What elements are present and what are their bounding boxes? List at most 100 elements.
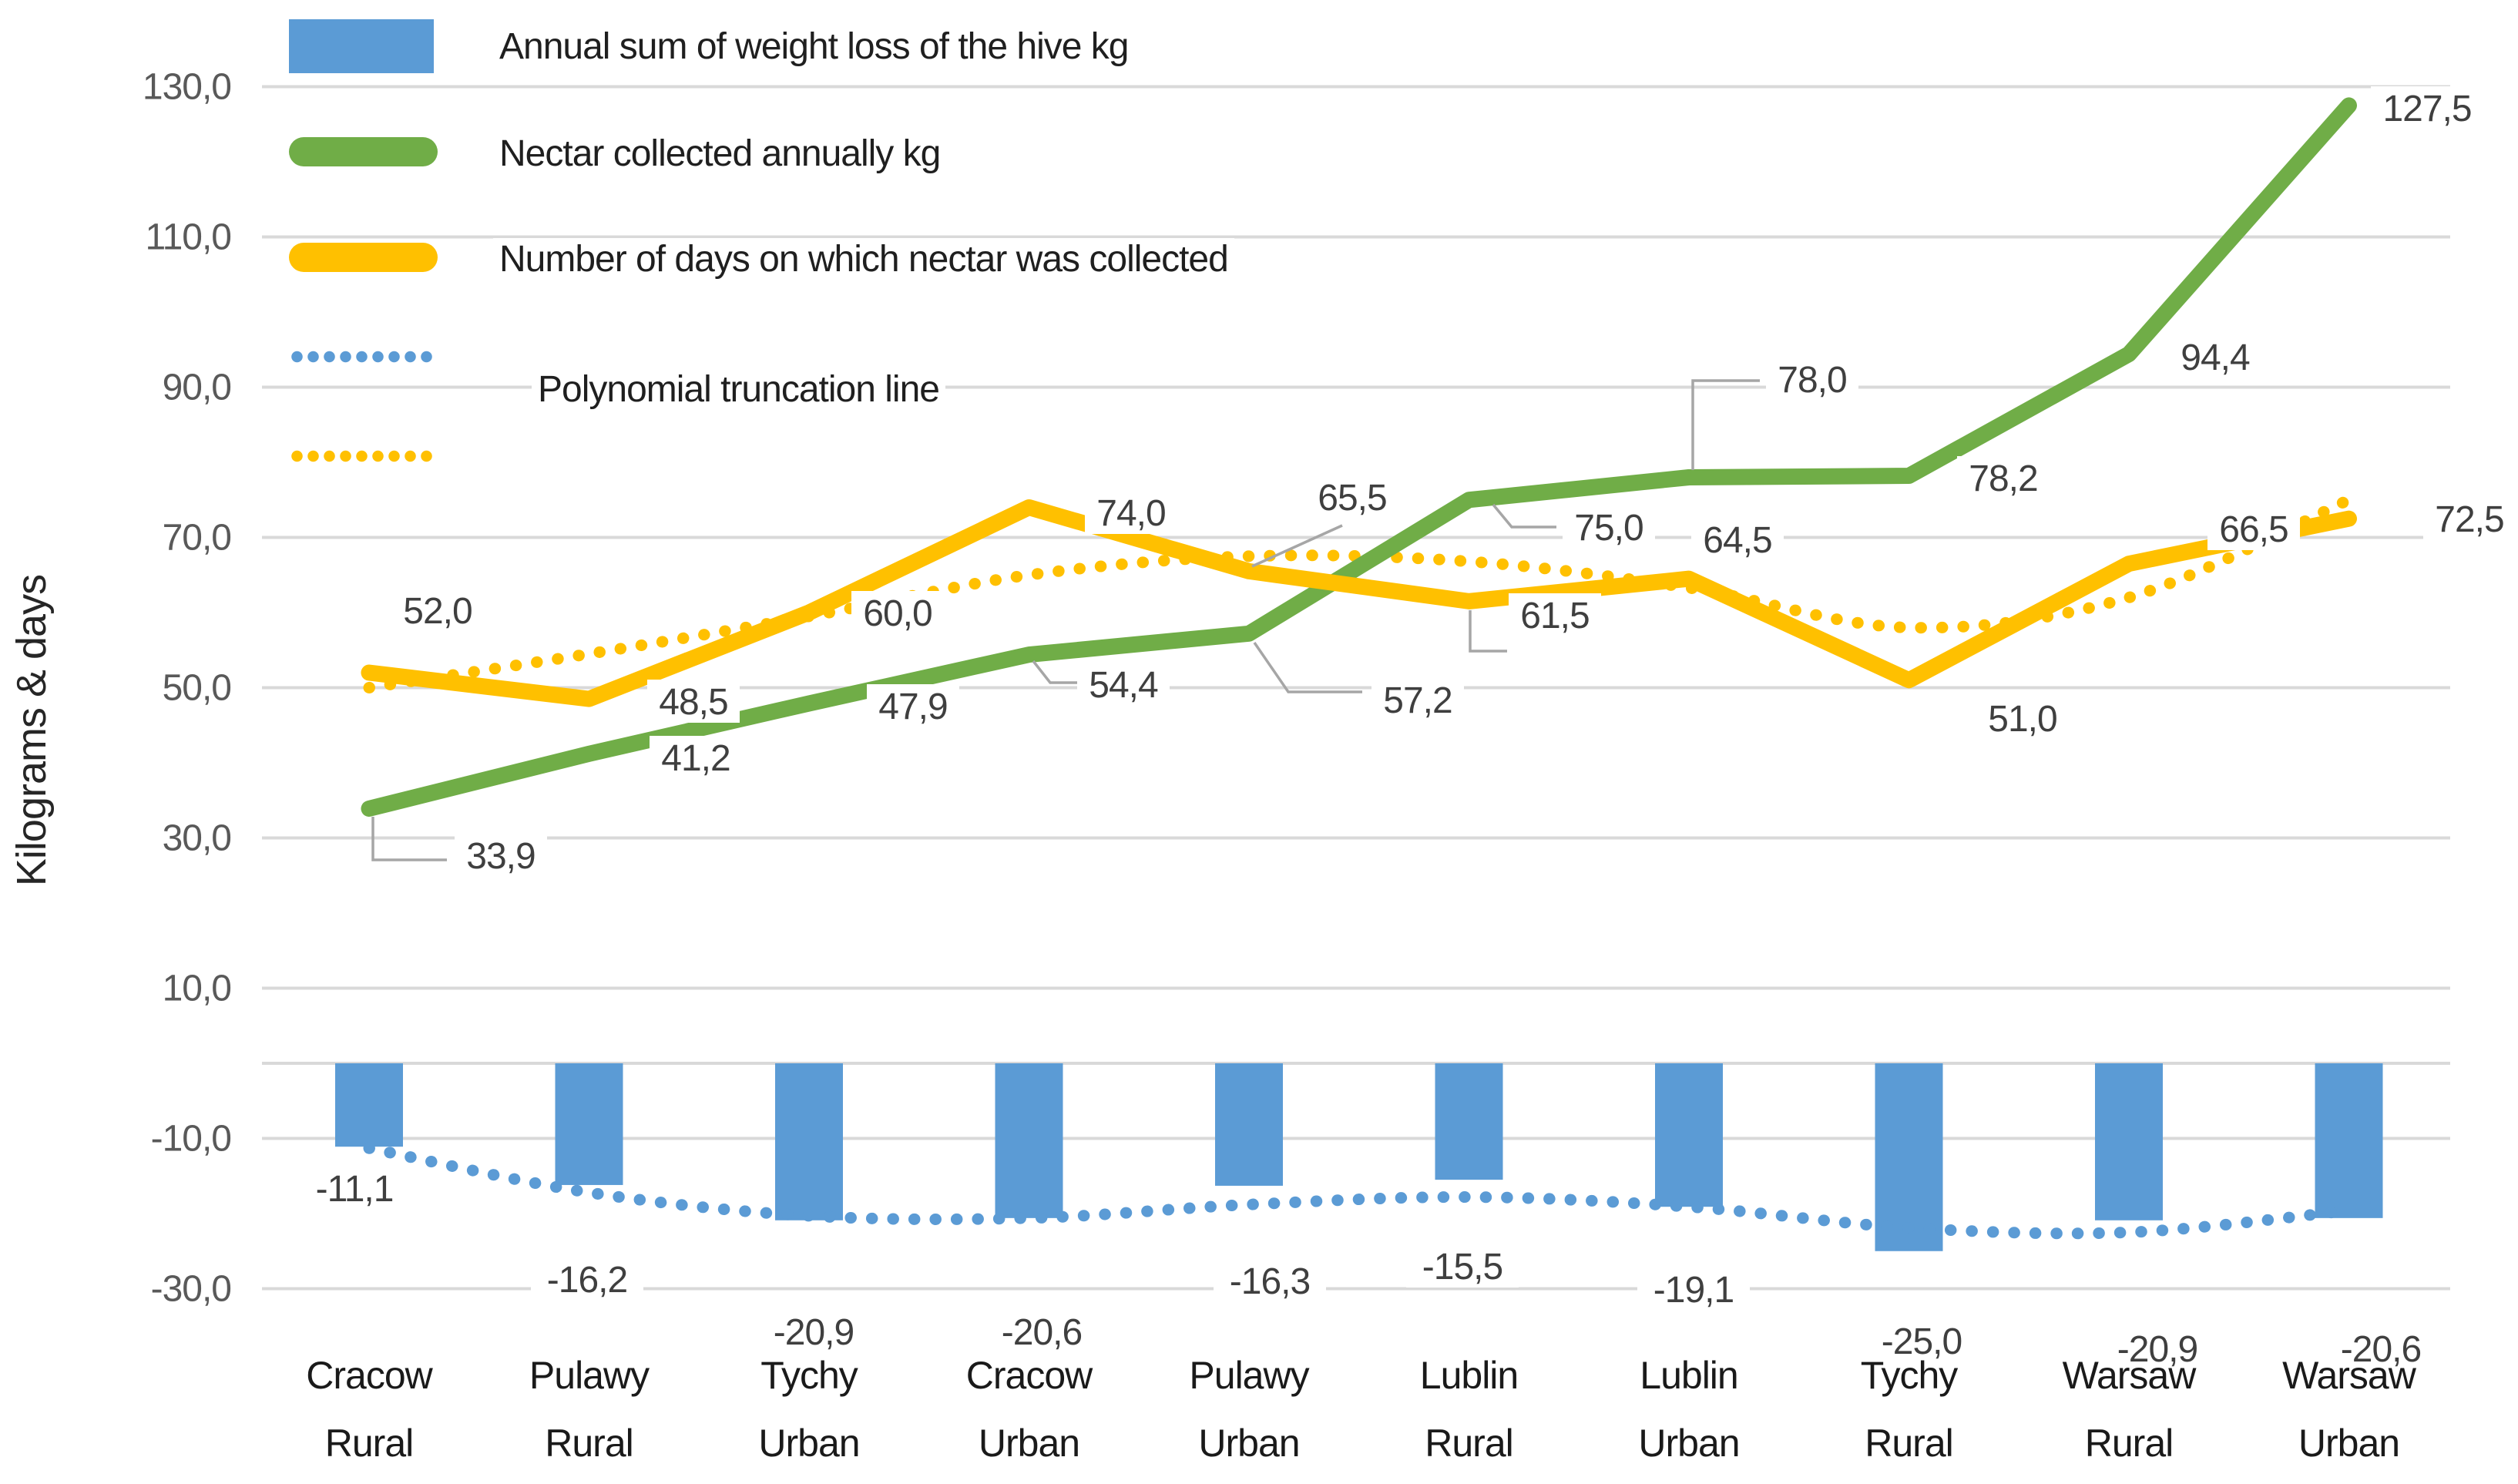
- data-label: 78,0: [1778, 360, 1846, 401]
- bar-weight-loss: [1435, 1063, 1503, 1180]
- data-label: -20,9: [774, 1312, 854, 1353]
- x-category-label: Tychy: [760, 1354, 858, 1397]
- data-label-bg: [1865, 1319, 1978, 1362]
- data-label: 72,5: [2435, 499, 2503, 540]
- x-category-label: Tychy: [1861, 1354, 1959, 1397]
- data-label-bg: [2371, 86, 2483, 129]
- x-category-label: Rural: [2085, 1422, 2173, 1465]
- data-label: -20,6: [1002, 1312, 1082, 1353]
- data-label-bg: [531, 1257, 643, 1301]
- y-tick-label: -10,0: [151, 1119, 231, 1160]
- trendline-blue: [363, 1142, 2355, 1240]
- data-label-bg: [1406, 1244, 1519, 1288]
- data-label-bg: [391, 589, 484, 632]
- data-label: 94,4: [2181, 337, 2250, 378]
- data-label: -20,9: [2117, 1329, 2197, 1370]
- data-label: -19,1: [1653, 1270, 1734, 1311]
- data-label-bg: [2169, 335, 2261, 378]
- bar-weight-loss: [2315, 1063, 2383, 1218]
- x-category-label: Rural: [545, 1422, 633, 1465]
- data-label: 54,4: [1089, 665, 1158, 706]
- y-tick-label: 70,0: [163, 518, 231, 559]
- data-label-bg: [1766, 358, 1858, 401]
- data-label-bg: [1371, 678, 1464, 721]
- bar-weight-loss: [1215, 1063, 1283, 1186]
- data-label: 47,9: [878, 687, 947, 727]
- data-label: 57,2: [1383, 680, 1452, 721]
- bar-weight-loss: [335, 1063, 403, 1147]
- label-leader-line: [1492, 503, 1556, 529]
- x-category-label: Urban: [1198, 1422, 1299, 1465]
- data-label-bg: [1637, 1267, 1750, 1311]
- x-category-label: Warsaw: [2063, 1354, 2197, 1397]
- label-leader-line: [1469, 610, 1507, 653]
- data-label-bg: [1563, 505, 1655, 549]
- data-label: -15,5: [1422, 1247, 1502, 1288]
- data-label-bg: [851, 591, 944, 634]
- label-leader-line: [1251, 524, 1343, 568]
- label-leader-line: [371, 817, 447, 861]
- x-category-label: Rural: [325, 1422, 413, 1465]
- x-category-label: Urban: [979, 1422, 1079, 1465]
- data-label: 61,5: [1520, 596, 1589, 636]
- data-label-bg: [1085, 491, 1177, 534]
- data-label-bg: [867, 684, 959, 727]
- x-category-label: Pulawy: [1189, 1354, 1309, 1397]
- x-category-label: Lublin: [1420, 1354, 1518, 1397]
- bar-weight-loss: [1875, 1063, 1943, 1251]
- data-label-bg: [2207, 507, 2300, 550]
- x-category-label: Cracow: [966, 1354, 1093, 1397]
- x-category-label: Rural: [1425, 1422, 1512, 1465]
- x-category-label: Urban: [2298, 1422, 2399, 1465]
- x-category-label: Warsaw: [2282, 1354, 2417, 1397]
- data-label-bg: [1306, 475, 1398, 519]
- data-label: 74,0: [1096, 493, 1165, 534]
- data-label: 33,9: [466, 836, 535, 877]
- label-leader-line: [1691, 379, 1760, 470]
- data-label-bg: [650, 736, 742, 779]
- x-category-label: Urban: [1638, 1422, 1739, 1465]
- bar-weight-loss: [2095, 1063, 2163, 1220]
- label-leader-line: [1253, 642, 1362, 693]
- data-label-bg: [1976, 697, 2069, 740]
- y-tick-label: 90,0: [163, 368, 231, 408]
- data-label: 75,0: [1574, 508, 1643, 549]
- y-tick-label: 110,0: [145, 217, 231, 258]
- data-label: 64,5: [1703, 520, 1771, 561]
- line-days: [361, 499, 2357, 707]
- data-label-bg: [2325, 1327, 2437, 1370]
- data-label: -25,0: [1882, 1321, 1962, 1362]
- data-label: 52,0: [403, 591, 472, 632]
- data-label: -11,1: [316, 1169, 394, 1210]
- y-axis-title: Kilograms & days: [8, 574, 55, 887]
- data-label-bg: [985, 1310, 1098, 1353]
- bar-weight-loss: [1655, 1063, 1723, 1207]
- data-label: 41,2: [661, 738, 730, 779]
- y-tick-label: 10,0: [163, 969, 231, 1009]
- data-label-bg: [455, 834, 547, 877]
- data-label-bg: [647, 680, 740, 723]
- x-category-label: Rural: [1865, 1422, 1952, 1465]
- data-label: 60,0: [863, 593, 932, 634]
- data-label-bg: [1691, 518, 1784, 561]
- bar-weight-loss: [995, 1063, 1063, 1218]
- data-label: 66,5: [2219, 509, 2288, 550]
- bar-weight-loss: [555, 1063, 623, 1185]
- x-category-label: Lublin: [1640, 1354, 1737, 1397]
- data-label: 48,5: [659, 682, 727, 723]
- bar-weight-loss: [775, 1063, 843, 1220]
- y-tick-label: -30,0: [151, 1269, 231, 1310]
- data-label: -16,3: [1230, 1261, 1310, 1302]
- data-label-bg: [2423, 497, 2516, 540]
- x-category-label: Cracow: [306, 1354, 433, 1397]
- data-label-bg: [1957, 456, 2050, 499]
- y-tick-label: 130,0: [143, 67, 231, 108]
- data-label-bg: [2101, 1327, 2214, 1370]
- x-category-label: Pulawy: [529, 1354, 650, 1397]
- data-label: -16,2: [547, 1260, 627, 1301]
- data-label-bg: [757, 1310, 870, 1353]
- data-label: 78,2: [1969, 458, 2037, 499]
- data-label: 127,5: [2382, 89, 2471, 129]
